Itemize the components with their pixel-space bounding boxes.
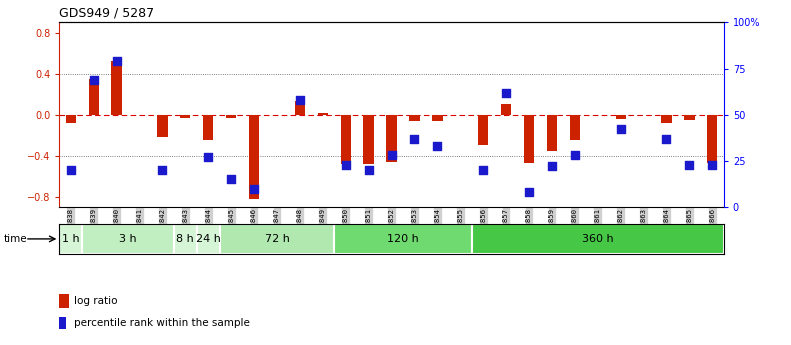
Point [683, 162, 696, 167]
Text: log ratio: log ratio [74, 296, 117, 306]
Text: GDS949 / 5287: GDS949 / 5287 [59, 7, 154, 20]
Bar [570, 115, 580, 140]
Text: 72 h: 72 h [264, 234, 290, 244]
Bar [89, 79, 99, 115]
Bar [318, 113, 328, 115]
Text: time: time [4, 234, 28, 244]
Bar [432, 115, 442, 121]
Point [385, 152, 398, 158]
Point [362, 167, 375, 173]
Point [339, 162, 352, 167]
Bar [59, 224, 82, 254]
Bar [524, 115, 534, 163]
Point [546, 164, 558, 169]
Bar [174, 224, 197, 254]
Bar [66, 115, 76, 123]
Point [248, 186, 260, 191]
Text: 1 h: 1 h [62, 234, 80, 244]
Point [569, 152, 581, 158]
Point [477, 167, 490, 173]
Bar [501, 105, 511, 115]
Point [87, 77, 100, 82]
Bar [197, 224, 220, 254]
Point [431, 143, 444, 149]
Bar [707, 115, 717, 163]
Bar [341, 115, 351, 164]
Point [64, 167, 77, 173]
Point [110, 58, 123, 64]
Bar [157, 115, 168, 137]
Text: 24 h: 24 h [196, 234, 221, 244]
Bar [661, 115, 672, 123]
Point [202, 155, 214, 160]
Text: 8 h: 8 h [176, 234, 195, 244]
Bar [615, 115, 626, 119]
Point [225, 177, 237, 182]
Bar [364, 115, 374, 164]
Bar [409, 115, 419, 121]
Text: 360 h: 360 h [582, 234, 614, 244]
Bar [249, 115, 259, 199]
Bar [59, 294, 69, 308]
Bar [180, 115, 191, 118]
Bar [547, 115, 557, 151]
Bar [386, 115, 397, 162]
Text: percentile rank within the sample: percentile rank within the sample [74, 318, 249, 328]
Point [523, 189, 536, 195]
Bar [295, 101, 305, 115]
Point [500, 90, 513, 95]
Bar [82, 224, 174, 254]
Bar [478, 115, 488, 146]
Point [660, 136, 673, 141]
Bar [203, 115, 214, 140]
Bar [471, 224, 724, 254]
Text: 120 h: 120 h [387, 234, 419, 244]
Bar [335, 224, 471, 254]
Point [615, 127, 627, 132]
Bar [112, 61, 122, 115]
Text: 3 h: 3 h [119, 234, 137, 244]
Point [706, 162, 719, 167]
Bar [226, 115, 237, 118]
Bar [684, 115, 694, 120]
Point [293, 97, 306, 103]
Point [408, 136, 421, 141]
Point [156, 167, 168, 173]
Bar [59, 317, 66, 329]
Bar [220, 224, 335, 254]
